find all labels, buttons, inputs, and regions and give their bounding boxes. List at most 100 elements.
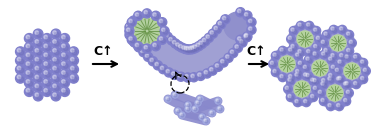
- Circle shape: [318, 38, 322, 42]
- Circle shape: [361, 76, 364, 80]
- Circle shape: [154, 22, 158, 27]
- Circle shape: [314, 35, 323, 43]
- Circle shape: [155, 24, 164, 33]
- Circle shape: [304, 99, 307, 103]
- Circle shape: [46, 81, 50, 86]
- Circle shape: [359, 75, 368, 84]
- Circle shape: [339, 78, 344, 82]
- Circle shape: [125, 23, 134, 32]
- Circle shape: [297, 31, 313, 47]
- Circle shape: [363, 68, 366, 71]
- Circle shape: [137, 45, 141, 49]
- Circle shape: [355, 83, 359, 87]
- Circle shape: [60, 51, 70, 61]
- Circle shape: [308, 51, 312, 55]
- Circle shape: [163, 32, 172, 41]
- Circle shape: [144, 46, 147, 49]
- Circle shape: [129, 37, 132, 40]
- Circle shape: [289, 26, 298, 35]
- Circle shape: [242, 33, 251, 42]
- Circle shape: [305, 101, 309, 105]
- Circle shape: [280, 48, 283, 51]
- Circle shape: [317, 89, 325, 97]
- Circle shape: [130, 38, 135, 43]
- Circle shape: [212, 25, 222, 34]
- Circle shape: [344, 63, 360, 79]
- Circle shape: [54, 95, 59, 99]
- Circle shape: [297, 60, 305, 68]
- Circle shape: [53, 40, 56, 43]
- Circle shape: [129, 17, 157, 45]
- Circle shape: [198, 73, 201, 76]
- Circle shape: [28, 55, 33, 59]
- Circle shape: [325, 50, 330, 54]
- Circle shape: [305, 21, 314, 30]
- Circle shape: [217, 20, 226, 29]
- Circle shape: [199, 98, 202, 101]
- Circle shape: [125, 30, 134, 39]
- Circle shape: [33, 65, 43, 74]
- Circle shape: [138, 46, 142, 51]
- Circle shape: [25, 60, 34, 70]
- Circle shape: [239, 11, 244, 15]
- Circle shape: [64, 72, 68, 77]
- Circle shape: [279, 56, 295, 72]
- Circle shape: [286, 73, 318, 105]
- Circle shape: [143, 44, 152, 53]
- Circle shape: [299, 51, 304, 55]
- Circle shape: [25, 78, 34, 88]
- Circle shape: [137, 14, 141, 19]
- Circle shape: [345, 55, 348, 58]
- Circle shape: [314, 53, 319, 58]
- Circle shape: [345, 100, 349, 104]
- Circle shape: [183, 45, 192, 54]
- Circle shape: [312, 43, 321, 52]
- Circle shape: [284, 85, 292, 93]
- Circle shape: [243, 32, 252, 41]
- Circle shape: [290, 76, 294, 80]
- Circle shape: [239, 38, 244, 43]
- Circle shape: [192, 47, 197, 52]
- Circle shape: [315, 46, 319, 50]
- Circle shape: [167, 36, 176, 45]
- Circle shape: [144, 10, 147, 14]
- Circle shape: [156, 64, 161, 69]
- Circle shape: [184, 46, 187, 50]
- Circle shape: [218, 21, 222, 25]
- Circle shape: [308, 24, 312, 29]
- Circle shape: [220, 23, 224, 28]
- Circle shape: [320, 39, 328, 47]
- Circle shape: [302, 64, 310, 72]
- Circle shape: [345, 89, 353, 97]
- Circle shape: [199, 41, 202, 45]
- Circle shape: [200, 115, 202, 117]
- Circle shape: [323, 53, 327, 58]
- Circle shape: [351, 42, 355, 46]
- Circle shape: [53, 75, 56, 79]
- Circle shape: [54, 86, 59, 91]
- Circle shape: [51, 82, 61, 92]
- Circle shape: [72, 50, 77, 55]
- Circle shape: [44, 35, 48, 39]
- Circle shape: [128, 30, 133, 34]
- Circle shape: [327, 72, 336, 81]
- Circle shape: [328, 73, 332, 77]
- Circle shape: [312, 96, 316, 100]
- Circle shape: [307, 23, 310, 26]
- Circle shape: [159, 19, 163, 23]
- Circle shape: [46, 90, 50, 95]
- Circle shape: [330, 75, 335, 79]
- Circle shape: [26, 53, 30, 57]
- Circle shape: [217, 100, 220, 103]
- Circle shape: [338, 52, 347, 61]
- Circle shape: [211, 112, 214, 115]
- Circle shape: [362, 67, 370, 75]
- Circle shape: [69, 47, 79, 56]
- Circle shape: [322, 100, 327, 104]
- Circle shape: [51, 73, 61, 83]
- Circle shape: [144, 52, 153, 61]
- Circle shape: [288, 36, 291, 39]
- Circle shape: [150, 58, 153, 62]
- Circle shape: [167, 98, 170, 101]
- Circle shape: [25, 87, 34, 96]
